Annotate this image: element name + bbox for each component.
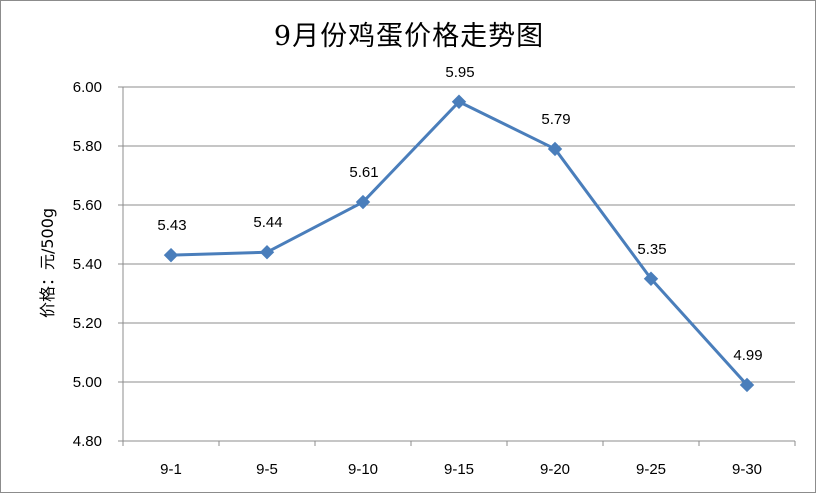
data-point-marker	[547, 141, 563, 157]
data-label: 5.35	[637, 241, 666, 258]
x-tick-label: 9-25	[636, 461, 666, 478]
data-label: 5.44	[253, 214, 282, 231]
data-label: 5.79	[541, 111, 570, 128]
x-tick-label: 9-10	[348, 461, 378, 478]
y-axis-label: 价格：元/500g	[38, 208, 57, 318]
data-point-marker	[259, 244, 275, 260]
axes	[118, 86, 796, 446]
data-point-marker	[643, 271, 659, 286]
x-tick-label: 9-1	[160, 461, 182, 478]
y-tick-label: 5.00	[73, 374, 102, 391]
x-tick-label: 9-5	[256, 461, 278, 478]
chart-title: 9月份鸡蛋价格走势图	[274, 21, 544, 52]
data-point-marker	[739, 377, 755, 393]
y-tick-label: 5.40	[73, 256, 102, 273]
data-point-marker	[163, 247, 179, 263]
x-tick-label: 9-20	[540, 461, 570, 478]
y-tick-label: 4.80	[73, 433, 102, 450]
data-label: 5.95	[445, 64, 474, 81]
data-label: 5.61	[349, 164, 378, 181]
data-point-marker	[355, 194, 371, 210]
x-tick-label: 9-15	[444, 461, 474, 478]
x-tick-labels: 9-1 9-5 9-10 9-15 9-20 9-25 9-30	[160, 461, 762, 478]
data-label: 4.99	[733, 347, 762, 364]
data-point-marker	[451, 94, 467, 109]
y-tick-label: 5.60	[73, 197, 102, 214]
y-tick-label: 6.00	[73, 79, 102, 96]
x-tick-label: 9-30	[732, 461, 762, 478]
gridlines	[123, 86, 795, 383]
y-tick-label: 5.80	[73, 138, 102, 155]
data-labels: 5.43 5.44 5.61 5.95 5.79 5.35 4.99	[157, 64, 762, 364]
data-label: 5.43	[157, 217, 186, 234]
series-price	[163, 94, 755, 393]
y-tick-label: 5.20	[73, 315, 102, 332]
y-tick-labels: 4.80 5.00 5.20 5.40 5.60 5.80 6.00	[73, 79, 102, 450]
